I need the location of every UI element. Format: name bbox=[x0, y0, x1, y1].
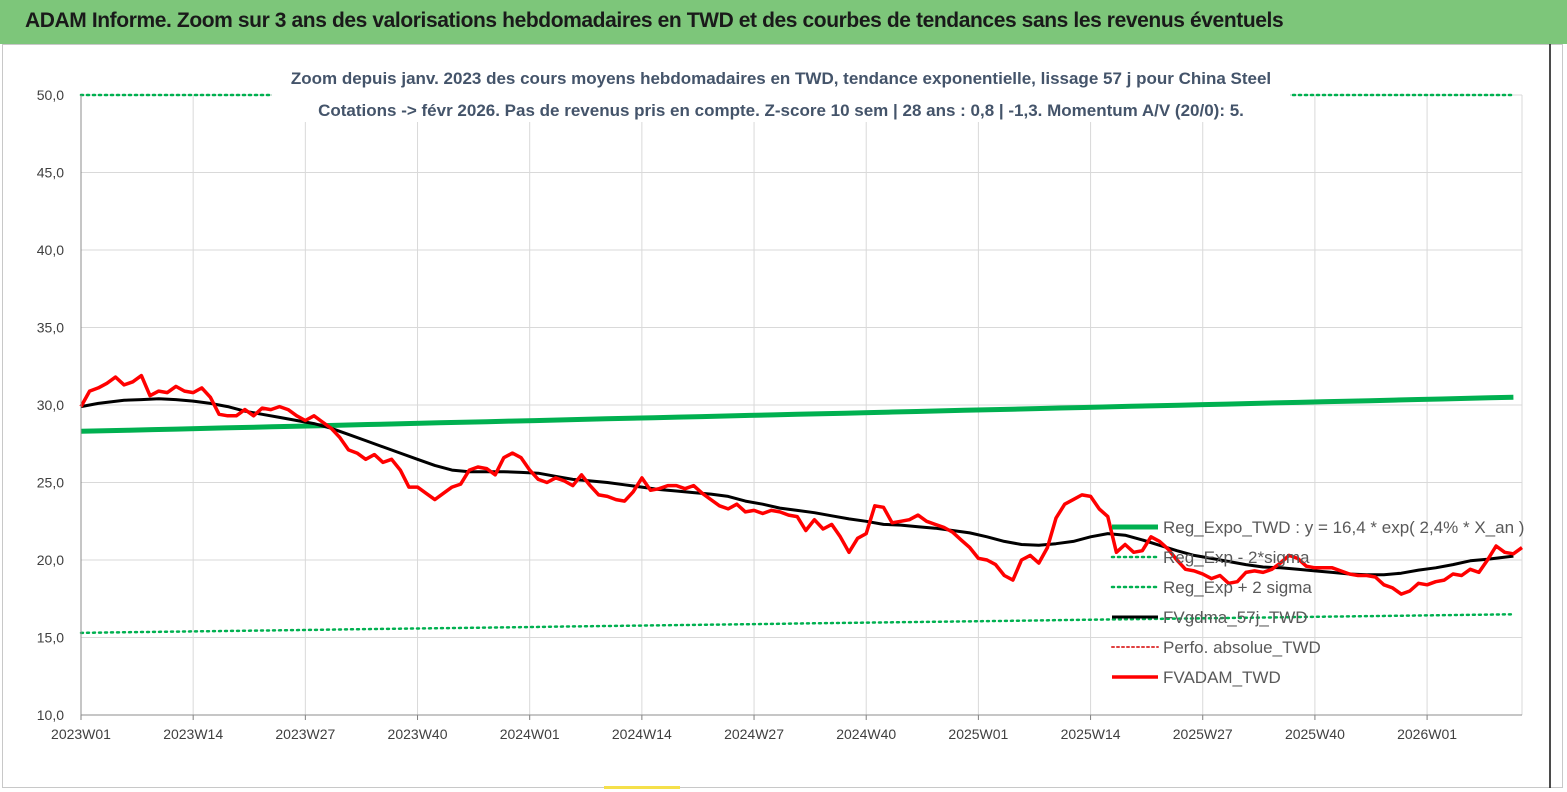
report-title-banner: ADAM Informe. Zoom sur 3 ans des valoris… bbox=[0, 0, 1567, 44]
legend-label-perfo-absolue-twd: Perfo. absolue_TWD bbox=[1163, 638, 1321, 657]
legend-label-fvgdma-57j-twd: FVgdma_57j_TWD bbox=[1163, 608, 1308, 627]
x-tick-label: 2024W40 bbox=[836, 726, 896, 742]
x-tick-label: 2023W27 bbox=[275, 726, 335, 742]
x-tick-label: 2025W27 bbox=[1173, 726, 1233, 742]
frame-edge bbox=[1549, 44, 1551, 788]
chart-title-line1: Zoom depuis janv. 2023 des cours moyens … bbox=[291, 69, 1271, 88]
x-tick-label: 2026W01 bbox=[1397, 726, 1457, 742]
x-tick-label: 2023W01 bbox=[51, 726, 111, 742]
chart-title-line2: Cotations -> févr 2026. Pas de revenus p… bbox=[318, 101, 1244, 120]
x-tick-label: 2024W27 bbox=[724, 726, 784, 742]
chart-axes: 10,0 15,0 20,0 25,0 30,0 35,0 40,0 45,0 50,0 2023… bbox=[37, 87, 1522, 742]
accent-bar bbox=[604, 786, 680, 789]
chart-legend: Reg_Expo_TWD : y = 16,4 * exp( 2,4% * X_… bbox=[1110, 518, 1524, 687]
series-line-fvgdma-57j-twd bbox=[80, 397, 1514, 577]
legend-label-reg-expo-twd-y-16-4-exp-2-4-x-an: Reg_Expo_TWD : y = 16,4 * exp( 2,4% * X_… bbox=[1163, 518, 1524, 537]
series-line-reg-exp-2-sigma bbox=[79, 613, 1515, 635]
series-line-fvadam-twd bbox=[79, 373, 1524, 596]
y-tick-label: 50,0 bbox=[37, 87, 64, 103]
y-tick-label: 35,0 bbox=[37, 320, 64, 336]
legend-label-reg-exp-2-sigma: Reg_Exp + 2 sigma bbox=[1163, 578, 1312, 597]
y-tick-label: 15,0 bbox=[37, 630, 64, 646]
x-tick-label: 2024W14 bbox=[612, 726, 672, 742]
x-tick-label: 2025W14 bbox=[1061, 726, 1121, 742]
x-tick-label: 2025W01 bbox=[948, 726, 1008, 742]
x-tick-label: 2024W01 bbox=[500, 726, 560, 742]
y-tick-label: 45,0 bbox=[37, 165, 64, 181]
y-tick-label: 40,0 bbox=[37, 242, 64, 258]
x-tick-label: 2023W14 bbox=[163, 726, 223, 742]
x-tick-label: 2023W40 bbox=[388, 726, 448, 742]
y-tick-label: 20,0 bbox=[37, 552, 64, 568]
y-tick-label: 25,0 bbox=[37, 475, 64, 491]
y-tick-label: 30,0 bbox=[37, 397, 64, 413]
chart-title-background bbox=[272, 64, 1290, 122]
chart-titles: Zoom depuis janv. 2023 des cours moyens … bbox=[272, 64, 1290, 122]
x-tick-label: 2025W40 bbox=[1285, 726, 1345, 742]
report-title: ADAM Informe. Zoom sur 3 ans des valoris… bbox=[25, 9, 1284, 32]
legend-label-reg-exp-2-sigma: Reg_Exp - 2*sigma bbox=[1163, 548, 1310, 567]
y-tick-label: 10,0 bbox=[37, 707, 64, 723]
legend-label-fvadam-twd: FVADAM_TWD bbox=[1163, 668, 1281, 687]
